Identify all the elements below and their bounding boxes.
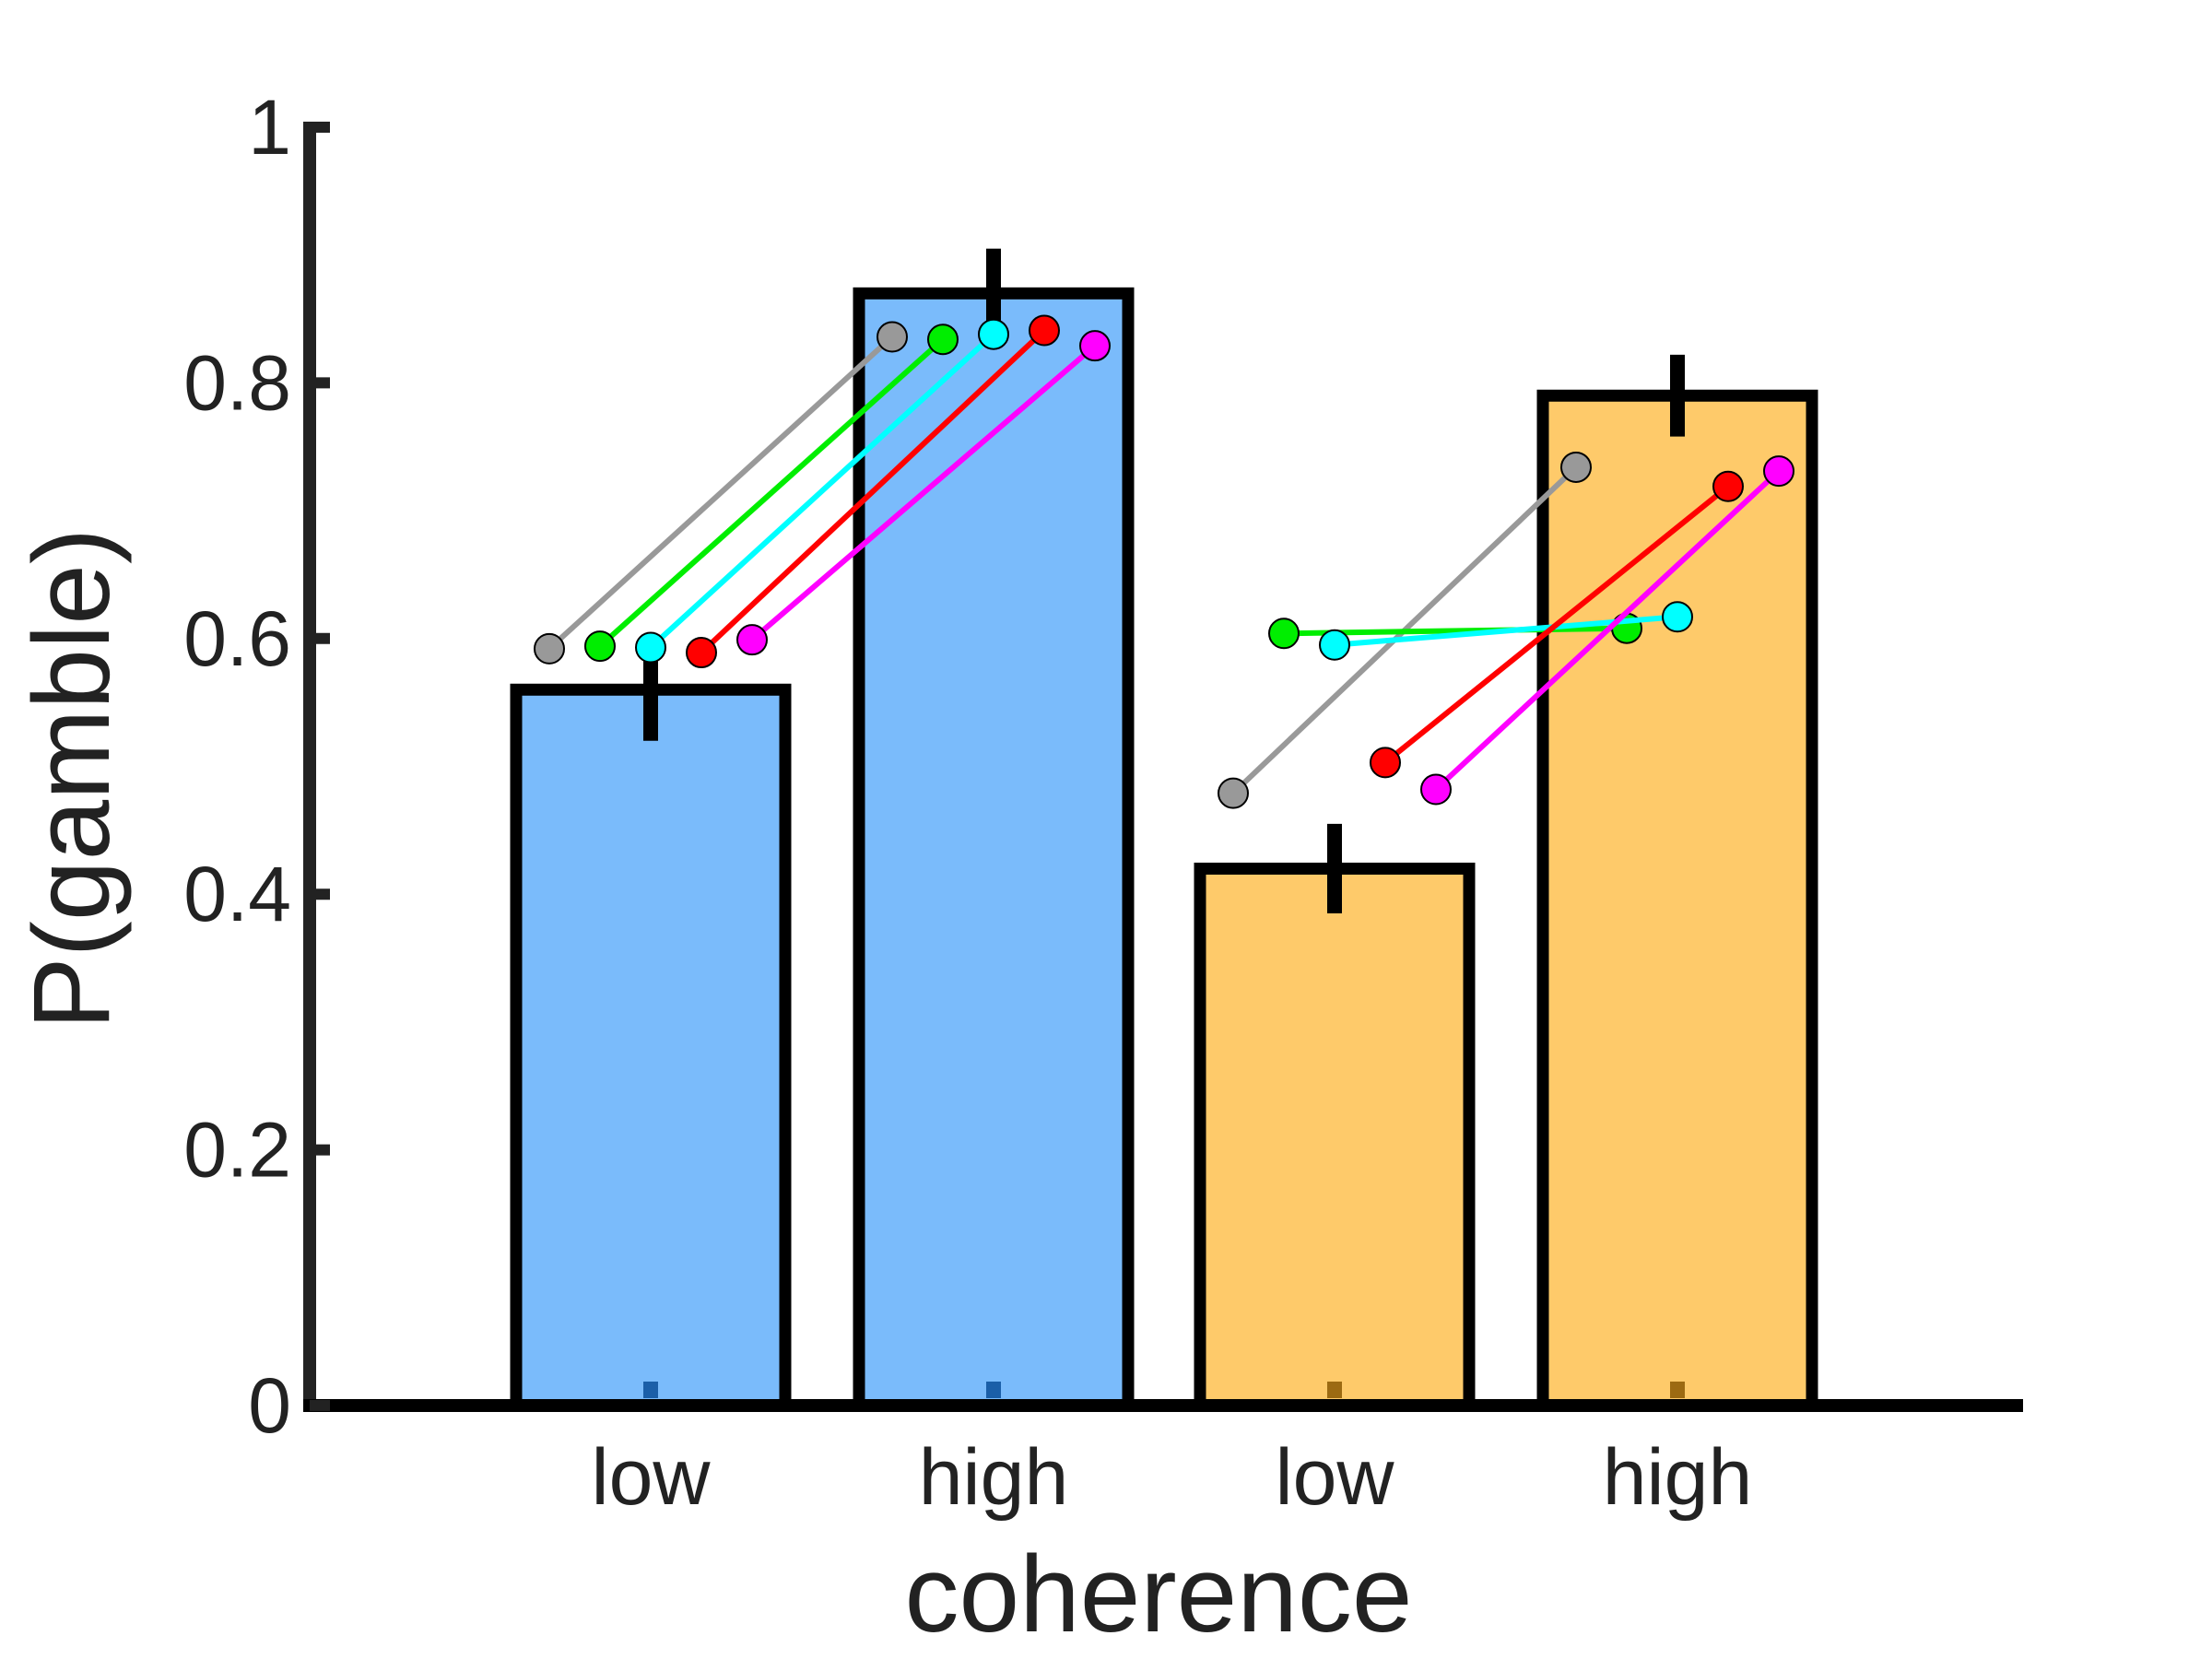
subject-line-2 <box>597 337 946 649</box>
bar-2-base-mark <box>986 1382 1001 1398</box>
bar-1 <box>510 683 792 1412</box>
subject-line-9 <box>1383 484 1730 765</box>
bar-3 <box>1194 862 1476 1412</box>
x-axis-title: coherence <box>904 1534 1412 1655</box>
y-tick-label-3: 0.6 <box>183 595 291 682</box>
subject-point-4-high <box>1029 314 1060 347</box>
subject-lines-layer <box>534 314 1794 809</box>
subject-line-3 <box>648 332 996 650</box>
bar-3-base-mark <box>1327 1382 1342 1398</box>
labels-layer: 0 0.2 0.4 0.6 0.8 1 low high low high <box>183 84 1752 1522</box>
errorbars-layer <box>643 248 1685 914</box>
subject-line-10 <box>1433 468 1782 792</box>
x-category-label-3: low <box>1275 1433 1394 1522</box>
subject-point-5-low <box>736 624 768 656</box>
subject-point-3-high <box>978 318 1009 350</box>
y-axis-title: P(gamble) <box>11 528 133 1030</box>
y-tick-label-0: 0 <box>248 1362 291 1449</box>
subject-point-2-high <box>927 324 959 356</box>
subject-point-7-low <box>1268 618 1300 650</box>
bar-4-base-mark <box>1670 1382 1685 1398</box>
y-tick-label-4: 0.8 <box>183 339 291 426</box>
subject-point-8-low <box>1319 629 1350 661</box>
subject-line-5 <box>750 343 1097 642</box>
subject-line-4 <box>699 328 1047 655</box>
subject-point-10-low <box>1420 773 1452 806</box>
subject-point-1-high <box>877 321 908 353</box>
bars-layer <box>510 287 1818 1412</box>
subject-point-9-low <box>1370 747 1401 779</box>
x-category-label-4: high <box>1603 1433 1753 1522</box>
subject-point-10-high <box>1763 455 1794 488</box>
subject-point-6-high <box>1560 451 1592 483</box>
bar-2 <box>853 287 1135 1412</box>
bar-4 <box>1536 389 1818 1412</box>
bar-1-base-mark <box>643 1382 658 1398</box>
subject-point-3-low <box>635 631 666 664</box>
subject-point-2-low <box>584 630 616 663</box>
y-tick-label-5: 1 <box>248 84 291 171</box>
y-tick-label-1: 0.2 <box>183 1107 291 1194</box>
subject-line-1 <box>547 335 895 652</box>
subject-point-8-high <box>1662 601 1693 633</box>
subject-point-6-low <box>1218 777 1249 809</box>
y-tick-label-2: 0.4 <box>183 851 291 937</box>
subject-point-9-high <box>1712 470 1744 502</box>
subject-point-1-low <box>534 632 565 665</box>
x-category-label-1: low <box>591 1433 711 1522</box>
subject-point-4-low <box>686 637 717 669</box>
x-category-label-2: high <box>919 1433 1069 1522</box>
subject-point-5-high <box>1079 330 1111 362</box>
axes-layer <box>303 122 2023 1412</box>
